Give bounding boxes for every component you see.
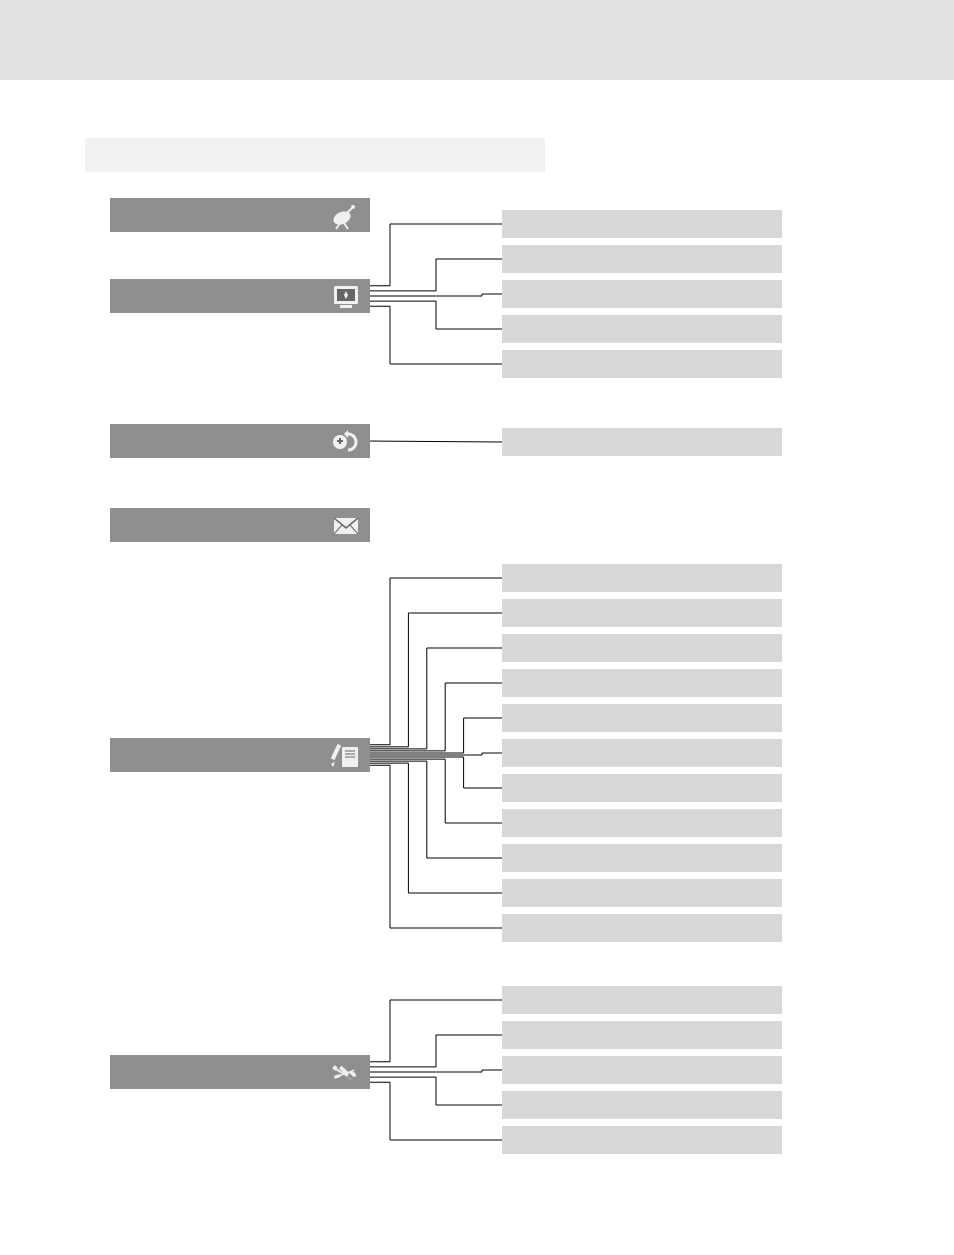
sub-item <box>502 245 782 273</box>
sub-item <box>502 564 782 592</box>
sub-item <box>502 428 782 456</box>
title-bar <box>85 138 545 172</box>
sub-item <box>502 1091 782 1119</box>
sub-item <box>502 739 782 767</box>
edit-note-icon <box>328 740 364 770</box>
sub-item <box>502 774 782 802</box>
sub-item <box>502 280 782 308</box>
tv-screen-icon <box>328 281 364 311</box>
diagram-canvas <box>0 0 954 1255</box>
sub-item <box>502 986 782 1014</box>
sub-item <box>502 1056 782 1084</box>
sub-item <box>502 704 782 732</box>
sub-item <box>502 844 782 872</box>
envelope-icon <box>328 510 364 540</box>
satellite-dish-icon <box>328 200 364 230</box>
sub-item <box>502 1021 782 1049</box>
sub-item <box>502 634 782 662</box>
wrench-screwdriver-icon <box>328 1057 364 1087</box>
sub-item <box>502 599 782 627</box>
sub-item <box>502 669 782 697</box>
sub-item <box>502 809 782 837</box>
sub-item <box>502 1126 782 1154</box>
sub-item <box>502 210 782 238</box>
sub-item <box>502 315 782 343</box>
top-band <box>0 0 954 80</box>
sub-item <box>502 879 782 907</box>
sub-item <box>502 350 782 378</box>
game-controller-icon <box>328 426 364 456</box>
sub-item <box>502 914 782 942</box>
